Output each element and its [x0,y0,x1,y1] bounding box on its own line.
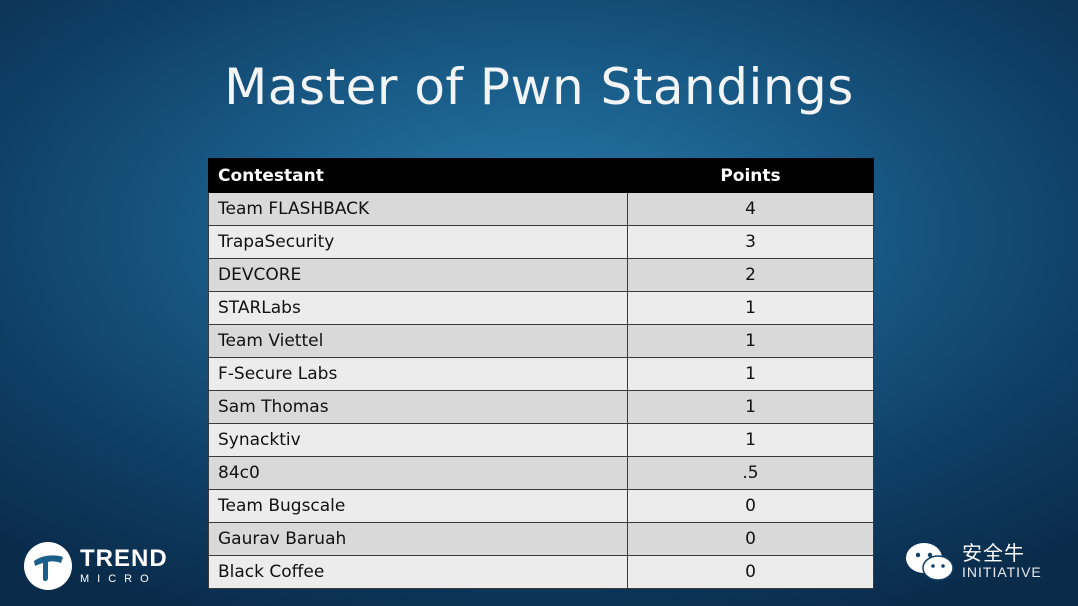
cell-points: 4 [627,192,874,226]
cell-points: 0 [627,522,874,556]
trend-micro-line1: TREND [80,545,168,572]
watermark-line1: 安全牛 [962,543,1025,566]
table-row: STARLabs 1 [208,291,874,325]
cell-points: 1 [627,324,874,358]
cell-contestant: TrapaSecurity [208,225,628,259]
cell-points: 1 [627,291,874,325]
cell-contestant: Synacktiv [208,423,628,457]
table-row: 84c0 .5 [208,456,874,490]
cell-contestant: Gaurav Baruah [208,522,628,556]
table-row: Team Viettel 1 [208,324,874,358]
cell-points: 0 [627,555,874,589]
wechat-icon [906,543,954,581]
cell-points: 1 [627,357,874,391]
cell-contestant: STARLabs [208,291,628,325]
cell-contestant: Team FLASHBACK [208,192,628,226]
table-row: DEVCORE 2 [208,258,874,292]
trend-micro-wordmark: TREND MICRO [80,547,168,585]
watermark-logo: 安全牛 INITIATIVE [904,540,1042,584]
cell-contestant: F-Secure Labs [208,357,628,391]
table-row: Sam Thomas 1 [208,390,874,424]
table-row: Gaurav Baruah 0 [208,522,874,556]
trend-micro-icon [24,542,72,590]
trend-micro-line2: MICRO [80,573,157,585]
cell-points: .5 [627,456,874,490]
cell-contestant: 84c0 [208,456,628,490]
table-row: Team Bugscale 0 [208,489,874,523]
table-row: TrapaSecurity 3 [208,225,874,259]
header-points: Points [627,158,874,193]
table-row: Synacktiv 1 [208,423,874,457]
table-row: F-Secure Labs 1 [208,357,874,391]
cell-points: 1 [627,423,874,457]
table-header-row: Contestant Points [208,158,874,193]
header-contestant: Contestant [208,158,628,193]
cell-points: 0 [627,489,874,523]
cell-contestant: Team Bugscale [208,489,628,523]
cell-points: 3 [627,225,874,259]
cell-contestant: DEVCORE [208,258,628,292]
standings-table: Contestant Points Team FLASHBACK 4 Trapa… [208,158,874,589]
cell-contestant: Team Viettel [208,324,628,358]
watermark-line2: INITIATIVE [962,564,1042,581]
cell-contestant: Black Coffee [208,555,628,589]
watermark-text: 安全牛 INITIATIVE [962,544,1042,580]
cell-contestant: Sam Thomas [208,390,628,424]
table-row: Team FLASHBACK 4 [208,192,874,226]
trend-micro-logo: TREND MICRO [24,540,168,592]
cell-points: 1 [627,390,874,424]
slide-title: Master of Pwn Standings [224,58,854,116]
table-row: Black Coffee 0 [208,555,874,589]
cell-points: 2 [627,258,874,292]
